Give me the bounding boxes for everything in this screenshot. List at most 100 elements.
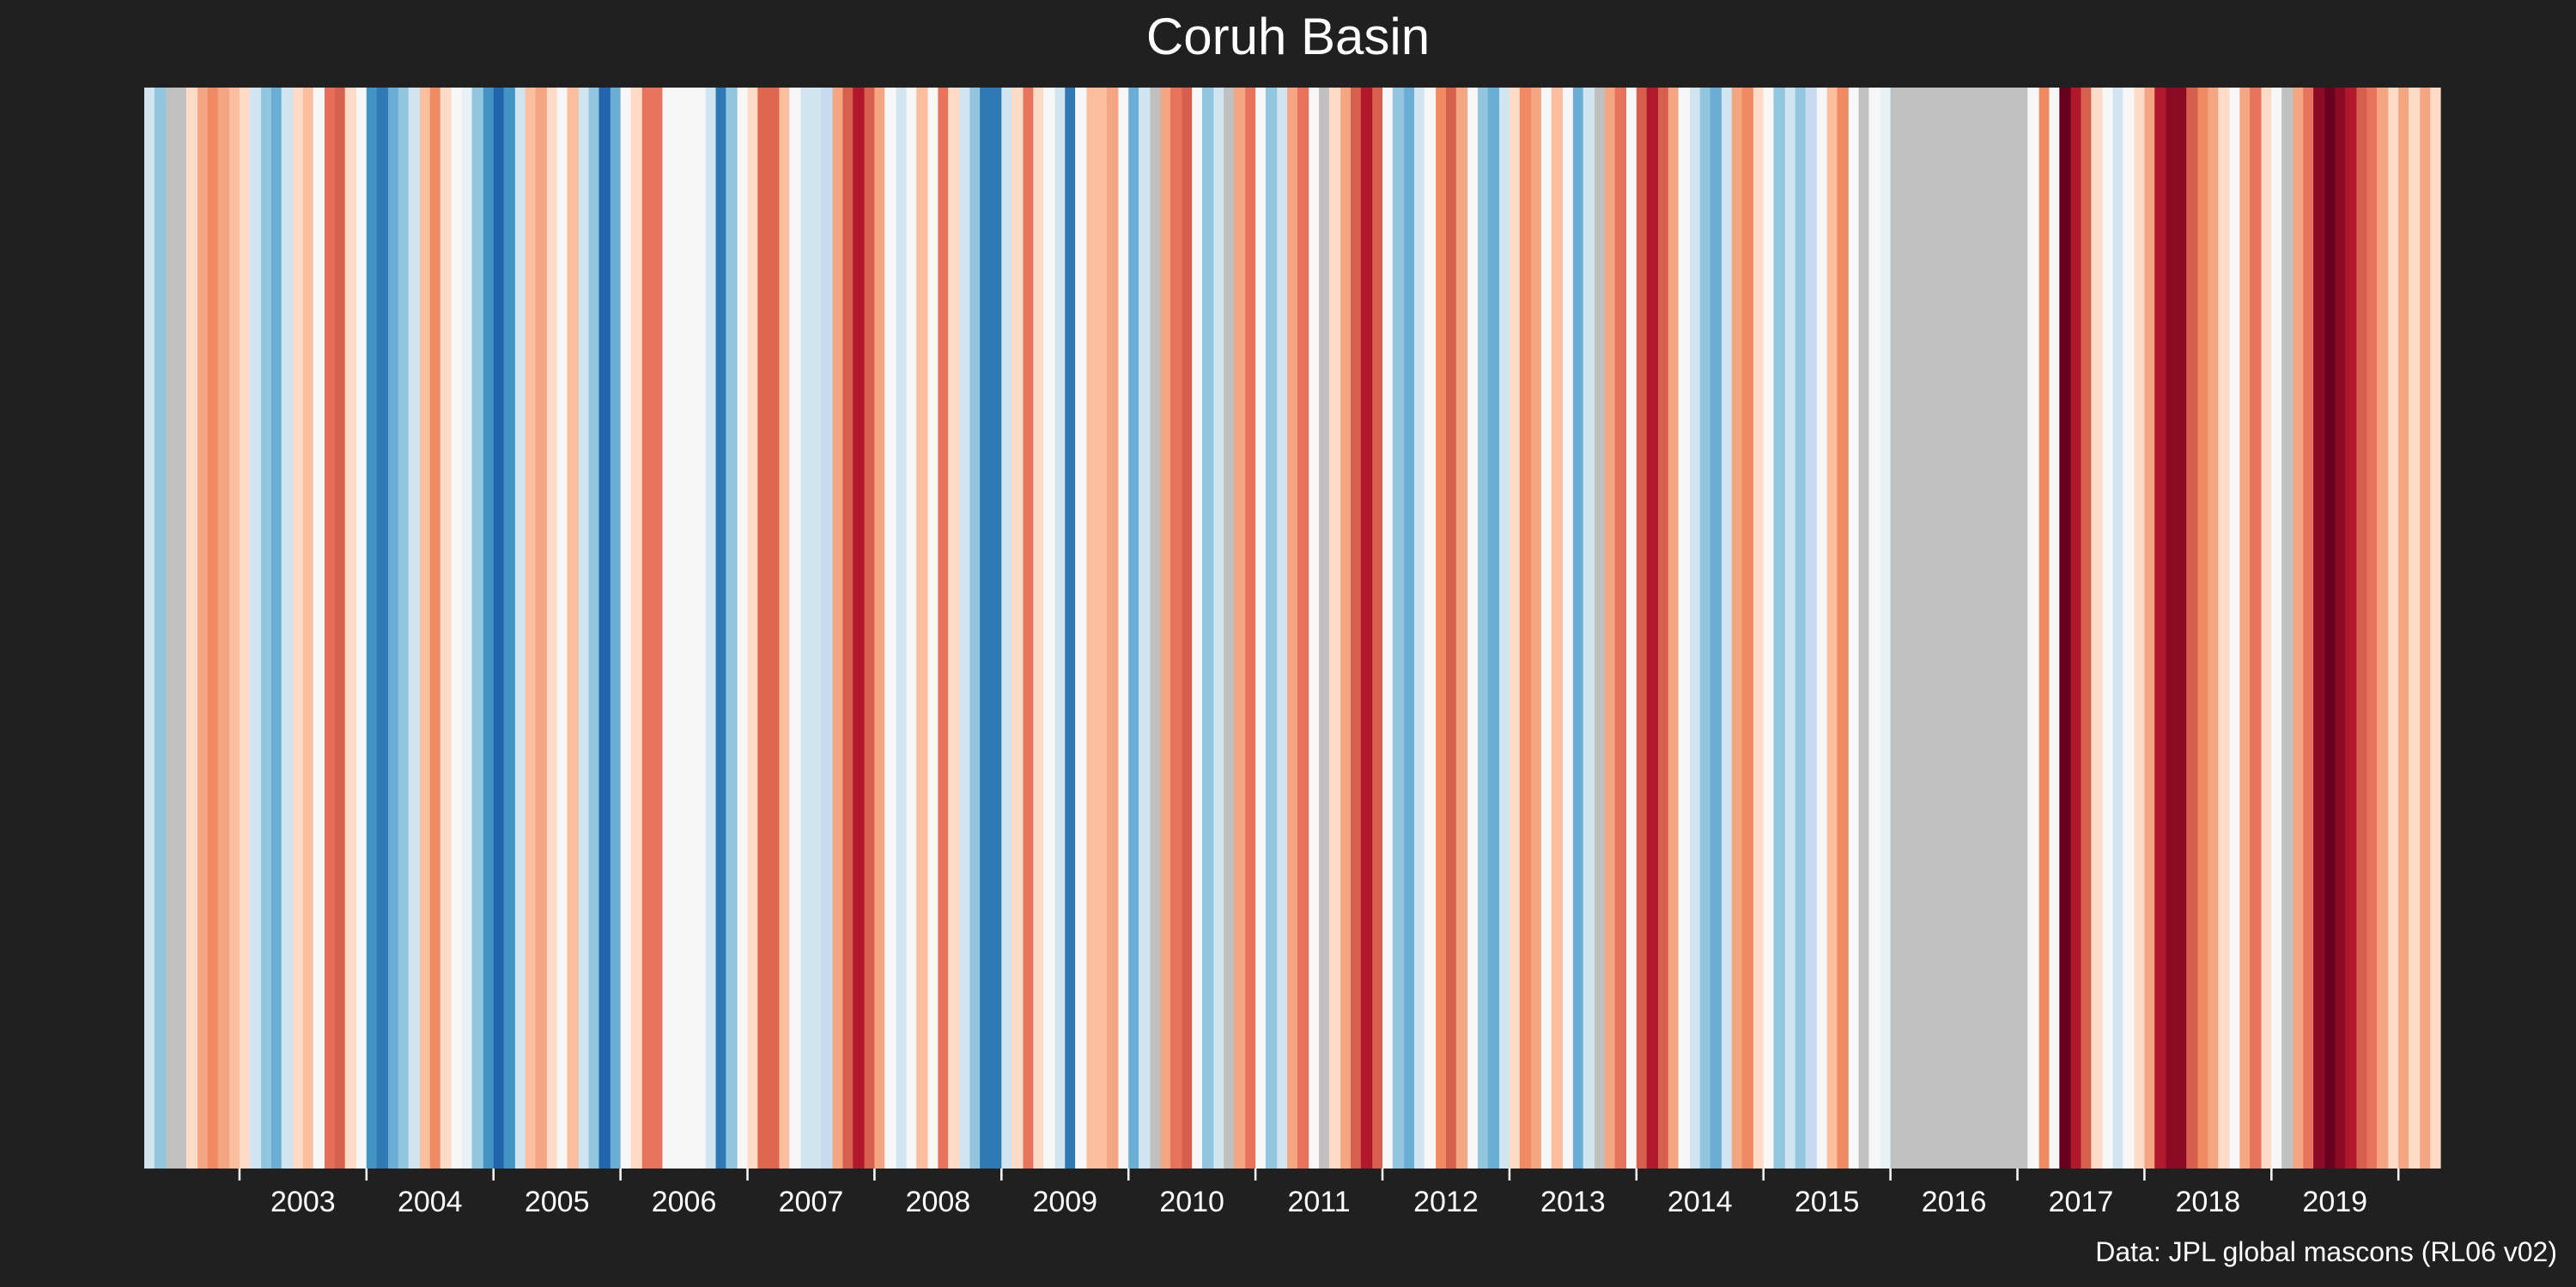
stripe [2335, 88, 2346, 1169]
stripe [896, 88, 907, 1169]
stripe [281, 88, 294, 1169]
stripe [1477, 88, 1489, 1169]
stripe [884, 88, 897, 1169]
stripe [1678, 88, 1691, 1169]
stripe [1201, 88, 1214, 1169]
stripe [514, 88, 526, 1169]
stripe [1436, 88, 1447, 1169]
stripe [1001, 88, 1012, 1169]
stripe [1340, 88, 1352, 1169]
stripe [1328, 88, 1341, 1169]
stripe [1763, 88, 1775, 1169]
stripe [1287, 88, 1298, 1169]
x-tick-label: 2006 [652, 1186, 717, 1218]
stripe [1583, 88, 1595, 1169]
x-tick-label: 2003 [270, 1186, 336, 1218]
stripe [1192, 88, 1203, 1169]
stripe [2345, 88, 2357, 1169]
stripe [376, 88, 389, 1169]
x-tick-label: 2011 [1287, 1186, 1350, 1218]
stripe [302, 88, 314, 1169]
stripe [1795, 88, 1807, 1169]
stripe [726, 88, 738, 1169]
x-tick-label: 2009 [1032, 1186, 1097, 1218]
stripe [1710, 88, 1722, 1169]
stripe [546, 88, 558, 1169]
stripe [578, 88, 590, 1169]
stripe [144, 88, 155, 1169]
stripe [440, 88, 453, 1169]
stripe [1773, 88, 1786, 1169]
stripe [503, 88, 516, 1169]
stripe [641, 88, 664, 1169]
stripe [1911, 88, 2028, 1169]
stripe [938, 88, 949, 1169]
x-tick-label: 2010 [1159, 1186, 1224, 1218]
stripe [874, 88, 885, 1169]
stripe [1023, 88, 1034, 1169]
stripe [270, 88, 283, 1169]
stripe [1012, 88, 1024, 1169]
stripe [207, 88, 219, 1169]
stripe [1233, 88, 1246, 1169]
stripe [249, 88, 262, 1169]
stripe [525, 88, 537, 1169]
chart-title: Coruh Basin [1146, 8, 1430, 65]
stripe [197, 88, 209, 1169]
stripe [969, 88, 981, 1169]
stripe [916, 88, 929, 1169]
stripe [747, 88, 758, 1169]
stripe [2293, 88, 2304, 1169]
stripe [2027, 88, 2040, 1169]
stripe [1721, 88, 1733, 1169]
stripe [1075, 88, 1087, 1169]
stripe [2324, 88, 2336, 1169]
stripe [1595, 88, 1606, 1169]
stripe [1086, 88, 1108, 1169]
stripe [2229, 88, 2240, 1169]
stripe [1805, 88, 1818, 1169]
stripe [620, 88, 632, 1169]
stripe [610, 88, 622, 1169]
x-tick-label: 2017 [2049, 1186, 2114, 1218]
stripe [1382, 88, 1394, 1169]
data-source-caption: Data: JPL global mascons (RL06 v02) [2095, 1236, 2557, 1267]
stripe [261, 88, 272, 1169]
stripe [325, 88, 336, 1169]
stripe [2356, 88, 2367, 1169]
stripe [1784, 88, 1796, 1169]
stripe [2239, 88, 2251, 1169]
stripe [535, 88, 548, 1169]
stripe [293, 88, 304, 1169]
stripe [1224, 88, 1235, 1169]
stripe [1614, 88, 1627, 1169]
stripe [2303, 88, 2314, 1169]
stripe [229, 88, 240, 1169]
stripe [1424, 88, 1437, 1169]
stripe [2186, 88, 2199, 1169]
stripe [387, 88, 399, 1169]
stripe [598, 88, 611, 1169]
stripe [2313, 88, 2326, 1169]
stripe [1392, 88, 1405, 1169]
stripe [1118, 88, 1129, 1169]
stripe [1255, 88, 1267, 1169]
stripe [1519, 88, 1532, 1169]
stripe [800, 88, 822, 1169]
x-tick-label: 2012 [1413, 1186, 1479, 1218]
stripe [779, 88, 790, 1169]
stripe [673, 88, 707, 1169]
stripe [2081, 88, 2092, 1169]
stripe [2261, 88, 2272, 1169]
x-tick-label: 2004 [398, 1186, 463, 1218]
stripe [1445, 88, 1457, 1169]
stripe [2398, 88, 2409, 1169]
stripe [1551, 88, 1564, 1169]
stripe [1890, 88, 1913, 1169]
stripe [1880, 88, 1892, 1169]
stripe [2388, 88, 2399, 1169]
stripe [1731, 88, 1743, 1169]
stripe [1277, 88, 1288, 1169]
stripe [2197, 88, 2208, 1169]
stripe [398, 88, 410, 1169]
